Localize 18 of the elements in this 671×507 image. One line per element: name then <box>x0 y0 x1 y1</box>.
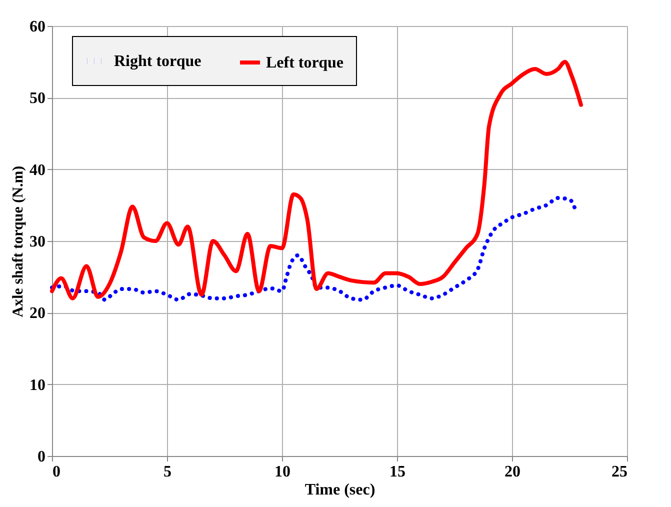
y-tick-label: 50 <box>30 90 46 108</box>
x-tick-label: 20 <box>504 464 520 480</box>
x-tick-label: 0 <box>52 464 60 480</box>
legend-label: Right torque <box>114 53 202 70</box>
y-tick-label: 0 <box>38 448 46 466</box>
y-tick-label: 30 <box>30 234 46 250</box>
x-tick-label: 15 <box>390 464 406 480</box>
y-tick-label: 20 <box>30 305 46 322</box>
line-series <box>50 196 578 302</box>
y-tick-label: 40 <box>30 162 46 179</box>
y-tick-label: 60 <box>30 18 46 36</box>
legend-label: Left torque <box>266 54 344 72</box>
x-tick-label: 10 <box>274 464 290 480</box>
x-tick-label: 25 <box>612 464 628 480</box>
x-axis-title: Time (sec) <box>304 482 376 498</box>
y-tick-label: 10 <box>30 376 46 394</box>
y-axis-title: Axle shaft torque (N.m) <box>10 166 26 318</box>
x-tick-label: 5 <box>164 464 172 480</box>
